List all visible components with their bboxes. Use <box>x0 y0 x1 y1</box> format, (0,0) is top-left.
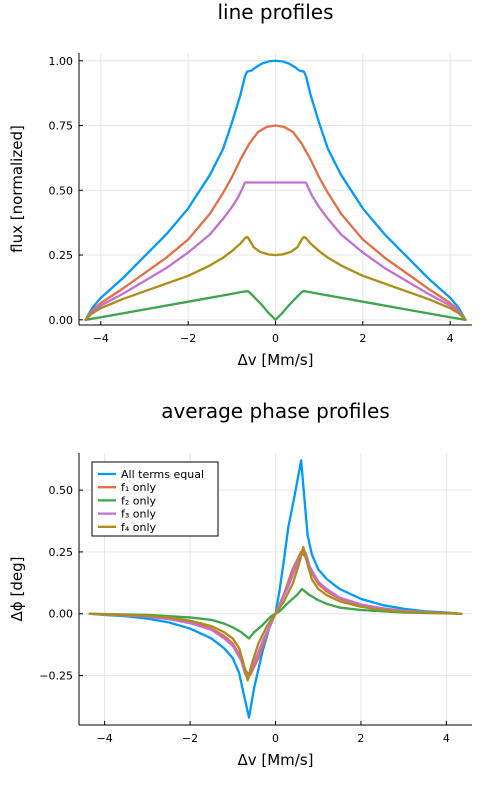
chart-title: average phase profiles <box>161 399 390 423</box>
legend-label-3: f₂ only <box>121 494 157 507</box>
legend-label-5: f₄ only <box>121 521 157 534</box>
x-tick-label: −4 <box>97 732 113 745</box>
y-tick-label: −0.25 <box>39 670 73 683</box>
chart-panel-2: −4 −2 0 2 4 −0.25 0.00 0.25 0.50 average phase pr… <box>8 399 472 769</box>
y-tick-label: 0.75 <box>49 120 74 133</box>
legend-label-4: f₃ only <box>121 508 157 521</box>
y-tick-label: 0.25 <box>49 546 74 559</box>
x-tick-label: 0 <box>272 332 279 345</box>
x-tick-label: −4 <box>93 332 109 345</box>
chart-title: line profiles <box>217 0 333 24</box>
x-axis-label: Δv [Mm/s] <box>237 751 313 769</box>
y-tick-label: 0.50 <box>49 184 74 197</box>
series-line-3 <box>84 181 467 321</box>
chart-panel-1: −4 −2 0 2 4 0.00 0.25 0.50 0.75 1.00 line profiles… <box>8 0 472 369</box>
x-tick-label: 0 <box>272 732 279 745</box>
legend-label-1: All terms equal <box>121 468 204 481</box>
series-line-5 <box>88 545 463 682</box>
x-tick-label: −2 <box>180 332 196 345</box>
series-line-2 <box>84 124 467 321</box>
y-tick-label: 0.50 <box>49 484 74 497</box>
y-tick-label: 0.00 <box>49 608 74 621</box>
x-tick-label: −2 <box>182 732 198 745</box>
series-line-1 <box>84 59 467 321</box>
series-line-4 <box>84 290 467 321</box>
y-tick-label: 1.00 <box>49 55 74 68</box>
series-line-5 <box>84 235 467 321</box>
y-axis-label: flux [normalized] <box>8 125 26 253</box>
x-tick-label: 2 <box>357 732 364 745</box>
y-tick-label: 0.25 <box>49 249 74 262</box>
series-line-1 <box>88 459 463 719</box>
y-tick-label: 0.00 <box>49 314 74 327</box>
x-tick-label: 4 <box>443 732 450 745</box>
y-axis-label: Δϕ [deg] <box>8 557 26 622</box>
legend-label-2: f₁ only <box>121 481 157 494</box>
x-tick-label: 2 <box>359 332 366 345</box>
x-tick-label: 4 <box>447 332 454 345</box>
x-axis-label: Δv [Mm/s] <box>237 351 313 369</box>
